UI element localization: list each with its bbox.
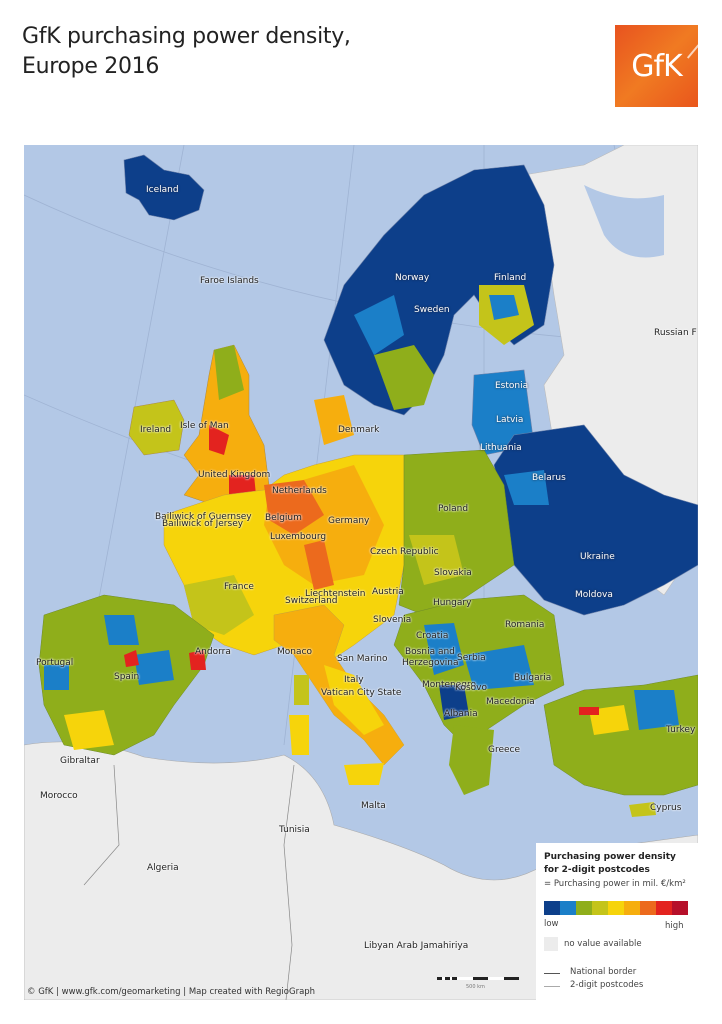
country-label: Czech Republic	[370, 547, 439, 557]
country-label: Portugal	[36, 658, 74, 668]
country-label: Croatia	[416, 631, 449, 641]
country-label: Estonia	[495, 381, 529, 391]
map-graphic	[24, 145, 698, 1000]
iceland	[123, 154, 205, 221]
credit-text: © GfK | www.gfk.com/geomarketing | Map c…	[27, 987, 316, 997]
country-label: Macedonia	[486, 697, 535, 707]
country-label: Bailiwick of Jersey	[162, 519, 244, 529]
country-label: Bulgaria	[514, 673, 552, 683]
country-label: Libyan Arab Jamahiriya	[364, 941, 469, 951]
central-east-europe	[398, 449, 515, 616]
country-label: Lithuania	[480, 443, 522, 453]
country-label: Montenegro	[422, 680, 477, 690]
legend-title-line-1: Purchasing power density	[544, 852, 676, 862]
country-label: Switzerland	[285, 596, 338, 606]
greece	[449, 725, 494, 795]
country-label: Ukraine	[580, 552, 615, 562]
ireland	[128, 399, 185, 456]
turkey	[543, 674, 698, 796]
country-label: Gibraltar	[60, 756, 100, 766]
scale-swatch	[624, 901, 640, 915]
country-label: Poland	[438, 504, 469, 514]
country-label: Ireland	[140, 425, 172, 435]
country-label: Moldova	[575, 590, 613, 600]
country-label: Monaco	[277, 647, 312, 657]
country-label: Bosnia and	[405, 647, 455, 657]
country-label: Turkey	[666, 725, 696, 735]
scale-bar	[437, 977, 520, 980]
scale-swatch	[560, 901, 576, 915]
national-border-label: National border	[570, 967, 637, 977]
scale-swatch	[656, 901, 672, 915]
country-label: Finland	[494, 273, 527, 283]
country-label: Kosovo	[455, 683, 487, 693]
country-label: Italy	[344, 675, 364, 685]
country-label: Liechtenstein	[305, 589, 366, 599]
scale-swatch	[672, 901, 688, 915]
country-label: Latvia	[496, 415, 524, 425]
country-label: Hungary	[433, 598, 472, 608]
country-label: Faroe Islands	[200, 276, 259, 286]
country-label: Albania	[444, 709, 478, 719]
europe-map[interactable]: Iceland Faroe Islands Norway Finland Sweden R…	[24, 145, 698, 1000]
legend-subtitle: = Purchasing power in mil. €/km²	[544, 879, 686, 889]
legend-title: Purchasing power density for 2-digit pos…	[544, 851, 676, 877]
scale-swatch	[608, 901, 624, 915]
legend: Purchasing power density for 2-digit pos…	[536, 843, 698, 1000]
country-label: Austria	[372, 587, 404, 597]
country-label: Slovakia	[434, 568, 472, 578]
national-border-line-icon	[544, 973, 560, 974]
postcode-label: 2-digit postcodes	[570, 980, 644, 990]
country-label: Belarus	[532, 473, 566, 483]
country-label: Vatican City State	[321, 688, 402, 698]
scale-swatch	[576, 901, 592, 915]
country-label: Isle of Man	[180, 421, 229, 431]
title-line-2: Europe 2016	[22, 54, 160, 79]
country-label: Norway	[395, 273, 430, 283]
title-line-1: GfK purchasing power density,	[22, 24, 351, 49]
country-label: France	[224, 582, 254, 592]
page-title: GfK purchasing power density, Europe 201…	[22, 22, 351, 82]
country-label: Germany	[328, 516, 370, 526]
country-label: Morocco	[40, 791, 78, 801]
scale-bar-label: 500 km	[466, 984, 485, 990]
country-label: Iceland	[146, 185, 179, 195]
country-label: Russian F	[654, 328, 697, 338]
scale-swatch	[592, 901, 608, 915]
country-label: Romania	[505, 620, 545, 630]
country-label: Sweden	[414, 305, 450, 315]
country-label: Bailiwick of Guernsey	[155, 512, 252, 522]
country-label: Luxembourg	[270, 532, 327, 542]
country-label: Herzegovina	[402, 658, 459, 668]
country-label: Denmark	[338, 425, 380, 435]
country-label: Serbia	[457, 653, 486, 663]
denmark	[314, 395, 354, 445]
legend-low-label: low	[544, 919, 559, 929]
no-value-label: no value available	[564, 939, 642, 949]
country-label: Netherlands	[272, 486, 327, 496]
norway-sweden-finland	[323, 164, 555, 416]
scale-swatch	[640, 901, 656, 915]
country-label: Slovenia	[373, 615, 412, 625]
country-label: San Marino	[337, 654, 388, 664]
legend-title-line-2: for 2-digit postcodes	[544, 865, 650, 875]
country-label: Cyprus	[650, 803, 682, 813]
country-label: Greece	[488, 745, 521, 755]
country-label: Andorra	[195, 647, 231, 657]
country-label: Algeria	[147, 863, 179, 873]
legend-high-label: high	[665, 921, 684, 931]
country-label: Spain	[114, 672, 140, 682]
logo-text: GfK	[631, 48, 682, 84]
gfk-logo: GfK	[615, 25, 698, 107]
scale-swatch	[544, 901, 560, 915]
no-value-swatch	[544, 937, 558, 951]
country-label: Tunisia	[279, 825, 310, 835]
postcode-line-icon	[544, 986, 560, 987]
color-scale	[544, 901, 688, 915]
country-label: Malta	[361, 801, 386, 811]
country-label: Belgium	[265, 513, 302, 523]
country-label: United Kingdom	[198, 470, 271, 480]
